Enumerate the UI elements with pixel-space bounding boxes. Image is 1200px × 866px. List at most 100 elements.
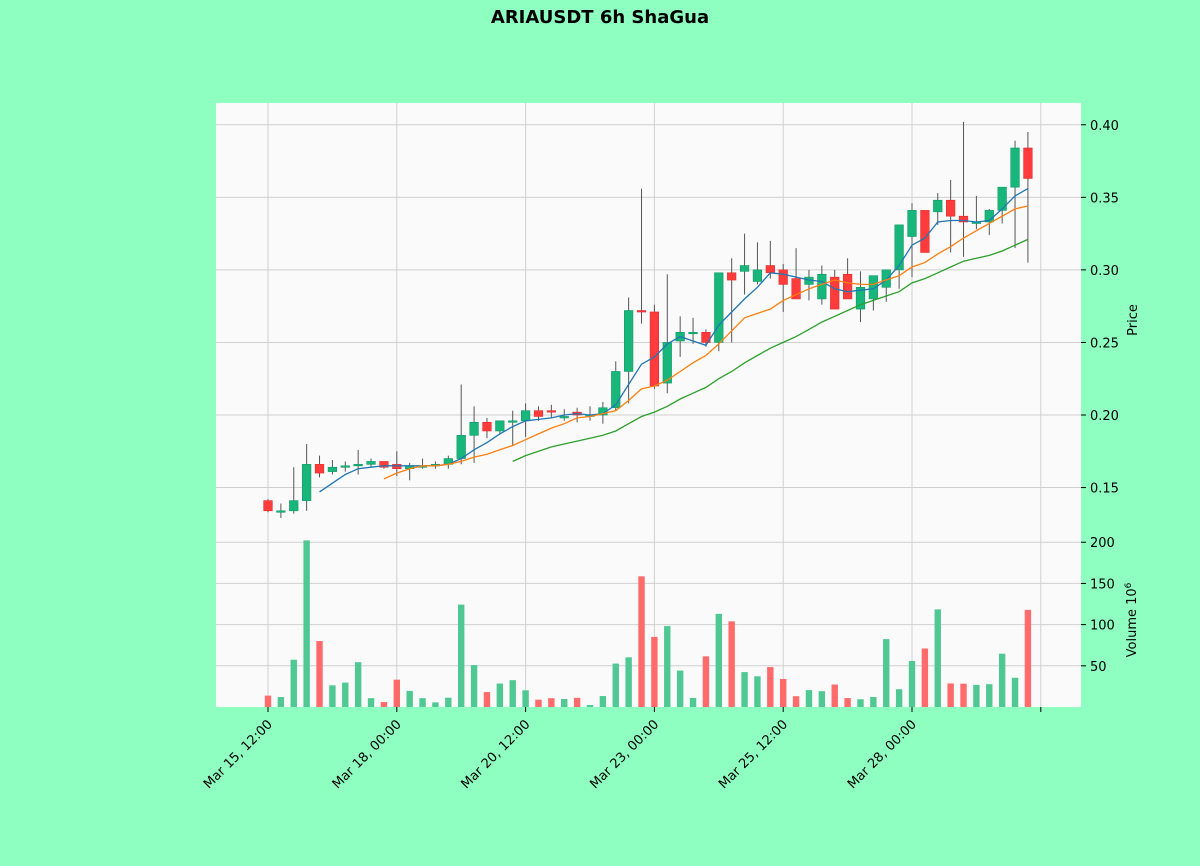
candle-down — [946, 199, 956, 217]
candle-down — [765, 265, 775, 274]
volume-bar-down — [921, 648, 929, 707]
candle-up — [327, 466, 338, 472]
price-panel — [216, 103, 1081, 534]
chart-title: ARIAUSDT 6h ShaGua — [491, 7, 709, 28]
volume-panel — [216, 534, 1081, 707]
volume-bar-up — [883, 639, 890, 707]
candle-down — [314, 464, 325, 474]
candle-up — [520, 410, 531, 422]
candle-up — [289, 500, 299, 512]
volume-bar-up — [522, 690, 529, 707]
volume-bar-down — [651, 636, 658, 707]
candle-up — [662, 342, 672, 384]
volume-bar-down — [638, 576, 645, 707]
volume-bar-up — [986, 684, 993, 707]
volume-bar-down — [316, 641, 323, 707]
x-tick-label: Mar 15, 12:00 — [201, 717, 276, 792]
volume-axis-label: Volume 106 — [1124, 582, 1140, 657]
candle-up — [276, 510, 286, 513]
volume-bar-down — [393, 679, 400, 707]
volume-tick-label: 100 — [1090, 619, 1115, 634]
candle-up — [894, 224, 904, 271]
volume-bar-down — [1024, 609, 1032, 707]
volume-bar-down — [264, 695, 272, 707]
volume-bar-up — [470, 665, 478, 707]
price-axis-label: Price — [1126, 304, 1141, 336]
candle-up — [611, 371, 621, 409]
candle-up — [855, 286, 866, 310]
volume-bar-down — [380, 702, 388, 707]
volume-bar-down — [548, 698, 555, 707]
volume-bar-down — [947, 683, 954, 707]
candle-up — [353, 464, 363, 467]
candle-down — [533, 410, 544, 417]
volume-bar-up — [458, 604, 465, 707]
candles — [263, 121, 1033, 519]
volume-tick-label: 150 — [1090, 577, 1115, 592]
volume-tick-label: 200 — [1090, 536, 1115, 551]
volume-bar-up — [715, 613, 722, 707]
candle-up — [456, 435, 466, 459]
volume-bar-down — [831, 684, 838, 707]
candle-up — [624, 310, 634, 372]
volume-bar-down — [792, 696, 800, 707]
price-tick-label: 0.15 — [1090, 482, 1119, 497]
volume-bar-down — [960, 683, 967, 707]
volume-bar-up — [934, 609, 941, 707]
volume-bar-down — [780, 678, 787, 707]
volume-bar-up — [290, 659, 297, 707]
candle-down — [958, 215, 969, 223]
candle-up — [714, 272, 724, 343]
candle-up — [302, 464, 312, 501]
volume-bar-up — [599, 696, 607, 707]
price-tick-label: 0.25 — [1090, 336, 1119, 351]
moving-averages — [319, 188, 1029, 493]
volume-bar-up — [406, 690, 413, 707]
candle-down — [379, 461, 389, 468]
volume-bar-up — [676, 670, 684, 707]
volume-bar-up — [805, 690, 813, 707]
volume-bar-down — [844, 698, 851, 707]
candle-down — [791, 278, 801, 300]
x-tick-label: Mar 18, 00:00 — [330, 717, 405, 792]
volume-bar-up — [303, 540, 310, 707]
volume-bar-up — [496, 683, 504, 707]
moving-average-line — [512, 238, 1029, 462]
volume-bars — [264, 540, 1032, 707]
volume-bar-up — [329, 685, 336, 707]
price-tick-label: 0.35 — [1090, 191, 1119, 206]
moving-average-line — [383, 205, 1029, 480]
volume-bar-up — [432, 702, 439, 707]
volume-bar-down — [573, 697, 581, 707]
candle-down — [727, 272, 737, 281]
x-tick-label: Mar 23, 00:00 — [587, 717, 662, 792]
candle-up — [495, 420, 505, 432]
volume-bar-up — [612, 663, 619, 707]
candle-down — [649, 311, 659, 387]
candle-down — [392, 464, 402, 469]
volume-bar-up — [908, 661, 916, 707]
volume-bar-down — [535, 699, 542, 707]
volume-tick-label: 50 — [1090, 660, 1107, 675]
volume-bar-up — [367, 698, 375, 707]
candle-up — [868, 275, 878, 300]
volume-bar-down — [767, 667, 774, 707]
volume-bar-up — [445, 697, 452, 707]
candle-down — [546, 410, 556, 413]
candle-up — [688, 331, 698, 335]
candle-down — [636, 310, 647, 313]
volume-bar-up — [998, 653, 1006, 707]
price-tick-label: 0.20 — [1090, 409, 1119, 424]
volume-bar-down — [702, 656, 710, 707]
candle-up — [508, 420, 518, 423]
candle-up — [469, 421, 479, 436]
x-tick-label: Mar 28, 00:00 — [845, 717, 920, 792]
candle-down — [482, 421, 492, 432]
candle-down — [1023, 147, 1033, 179]
volume-bar-up — [689, 697, 697, 707]
volume-bar-up — [342, 682, 349, 707]
volume-bar-up — [895, 689, 903, 707]
volume-bar-up — [586, 705, 594, 707]
volume-bar-up — [561, 699, 568, 707]
